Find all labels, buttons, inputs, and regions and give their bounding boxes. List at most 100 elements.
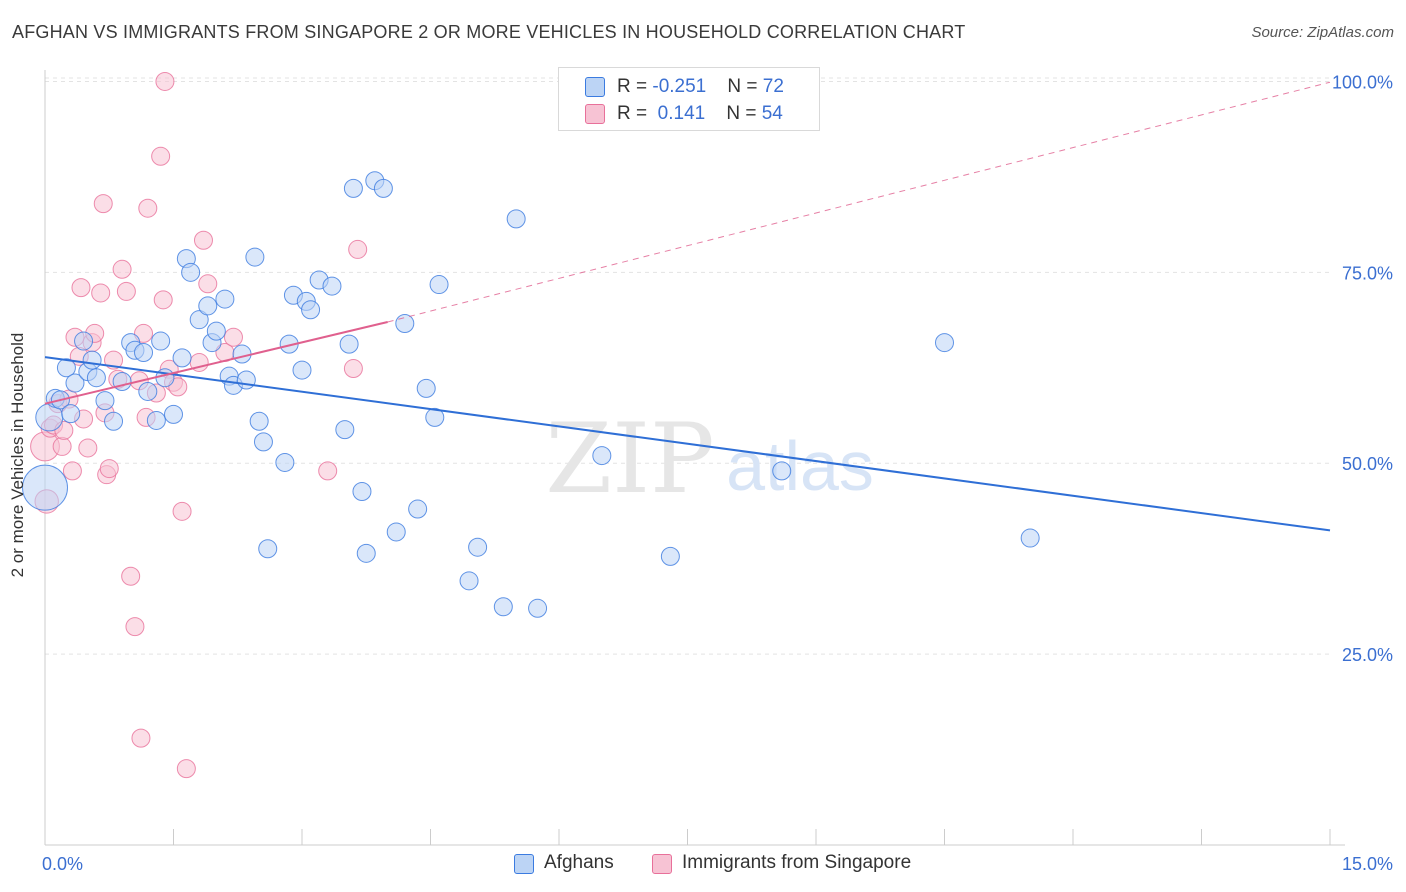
watermark-zip: ZIP (545, 403, 714, 515)
r-label: R = (617, 103, 653, 124)
afghan-point (528, 598, 548, 618)
afghan-point (22, 464, 68, 511)
afghan-point (322, 276, 342, 296)
y-tick-label: 50.0% (1342, 454, 1393, 474)
singapore-point (52, 436, 72, 456)
afghan-point (56, 358, 76, 378)
afghan-point (352, 481, 372, 501)
afghan-point (292, 360, 312, 380)
x-tick-label: 0.0% (42, 854, 83, 874)
n-label: N = (726, 103, 762, 124)
afghan-point (493, 597, 513, 617)
n-value: 54 (761, 103, 783, 124)
afghan-point (198, 296, 218, 316)
singapore-point (131, 728, 151, 748)
singapore-point (168, 377, 188, 397)
afghan-point (425, 407, 445, 427)
singapore-point (151, 146, 171, 166)
afghan-point (459, 571, 479, 591)
afghan-point (215, 289, 235, 309)
afghan-point (95, 391, 115, 411)
afghan-point (592, 446, 612, 466)
afghan-point (249, 411, 269, 431)
singapore-trend-extension (387, 81, 1331, 323)
series-immigrants-from-singapore (30, 71, 368, 779)
afghan-point (146, 410, 166, 430)
singapore-point (93, 194, 113, 214)
singapore-point (104, 350, 124, 370)
afghan-point (164, 404, 183, 424)
y-tick-label: 25.0% (1342, 645, 1393, 665)
afghan-point (468, 537, 488, 557)
afghan-point (275, 452, 295, 472)
x-tick-label: 15.0% (1342, 854, 1393, 874)
afghan-point (86, 368, 106, 388)
r-label: R = (617, 76, 653, 97)
afghan-point (245, 247, 265, 267)
afghan-point (301, 300, 321, 320)
singapore-point (121, 566, 141, 586)
afghan-point (373, 178, 393, 198)
afghan-point (232, 344, 252, 364)
grid-lines (45, 77, 1330, 655)
singapore-point (348, 239, 368, 259)
legend-label: Afghans (544, 852, 614, 873)
afghan-point (1020, 528, 1040, 548)
chart-title: AFGHAN VS IMMIGRANTS FROM SINGAPORE 2 OR… (12, 22, 966, 42)
afghan-point (935, 333, 954, 353)
watermark: ZIP atlas (545, 403, 874, 515)
afghan-point (660, 546, 680, 566)
r-value: 0.141 (652, 103, 706, 124)
afghan-point (772, 461, 792, 481)
y-tick-label: 75.0% (1342, 263, 1393, 283)
singapore-point (91, 283, 111, 303)
legend-label: Immigrants from Singapore (682, 852, 912, 873)
tick-labels: 25.0% 50.0% 75.0% 100.0% 0.0% 15.0% (42, 72, 1393, 874)
afghan-point (236, 370, 256, 390)
afghans-trend-line (44, 356, 1331, 532)
afghan-point (189, 310, 209, 330)
afghan-point (386, 522, 406, 542)
series-legend: Afghans Immigrants from Singapore (0, 852, 1406, 878)
afghan-point (112, 372, 132, 392)
y-axis-label: 2 or more Vehicles in Household (8, 332, 27, 578)
afghan-point (155, 368, 175, 388)
afghan-point (138, 381, 158, 401)
singapore-point (153, 290, 173, 310)
legend-swatch-pink (585, 104, 605, 124)
y-tick-label: 100.0% (1332, 72, 1393, 92)
singapore-point (318, 461, 338, 481)
afghan-point (172, 348, 192, 368)
singapore-point (62, 461, 82, 481)
singapore-point (134, 323, 154, 343)
singapore-point (138, 198, 158, 218)
legend-text: R = -0.251 N = 72 (617, 76, 784, 98)
singapore-point (99, 459, 119, 479)
singapore-point (172, 501, 192, 521)
singapore-point (176, 759, 196, 779)
afghan-point (395, 313, 415, 333)
afghan-point (82, 350, 102, 370)
correlation-legend: R = -0.251 N = 72 R = 0.141 N = 54 (558, 67, 820, 131)
afghan-point (134, 343, 154, 363)
singapore-point (343, 359, 363, 379)
r-value: -0.251 (652, 76, 707, 97)
singapore-point (155, 71, 175, 91)
afghan-point (429, 275, 449, 295)
afghan-point (104, 411, 124, 431)
afghan-point (339, 334, 359, 354)
singapore-point (193, 230, 213, 250)
n-label: N = (727, 76, 763, 97)
n-value: 72 (762, 76, 784, 97)
afghan-point (356, 543, 376, 563)
afghan-point (408, 499, 428, 519)
trend-lines (44, 81, 1331, 532)
afghan-point (506, 209, 526, 229)
singapore-point (71, 278, 91, 298)
singapore-point (78, 438, 98, 458)
afghan-point (61, 404, 81, 424)
afghan-point (253, 432, 273, 452)
singapore-point (116, 281, 136, 301)
legend-swatch-blue (585, 77, 605, 97)
